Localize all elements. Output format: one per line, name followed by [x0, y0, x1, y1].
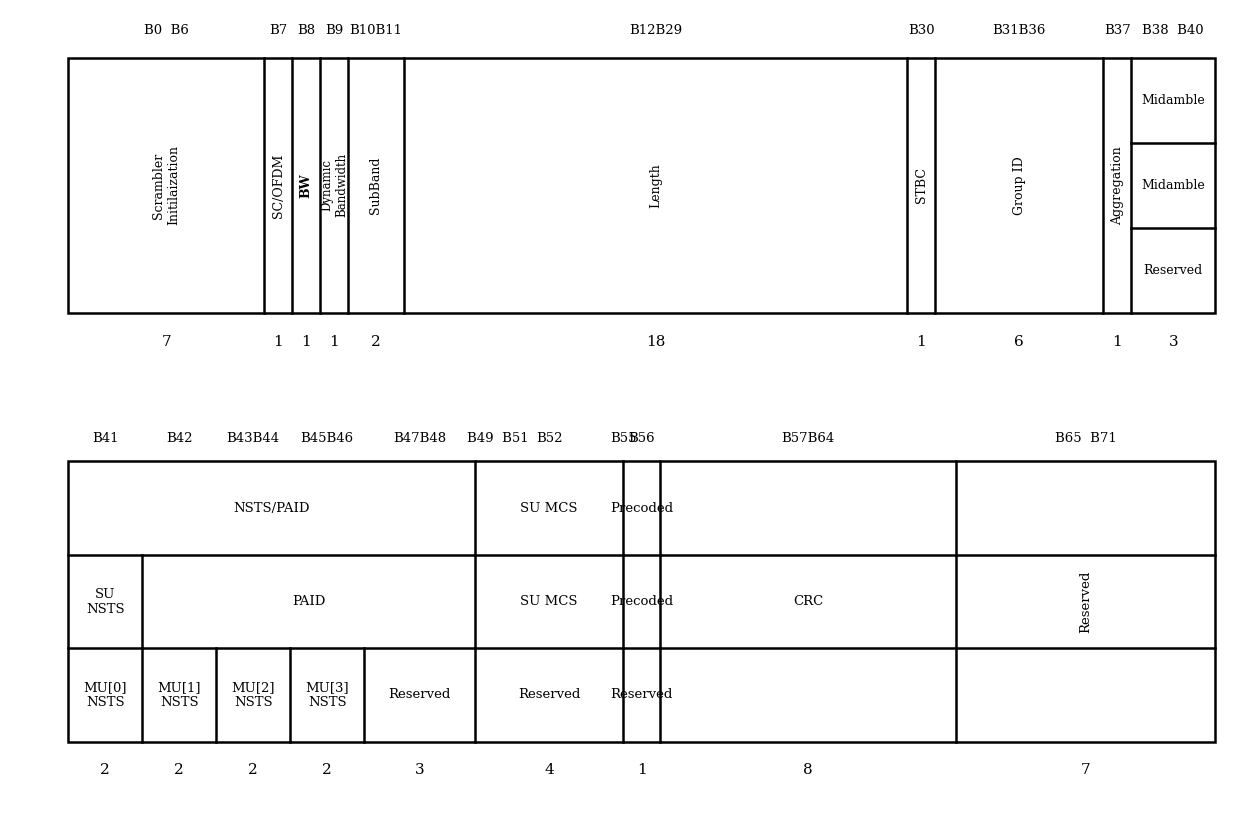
Text: 7: 7 — [161, 335, 171, 349]
Text: STBC: STBC — [915, 167, 928, 204]
Text: 1: 1 — [916, 335, 926, 349]
Text: 3: 3 — [415, 764, 424, 777]
Text: 2: 2 — [248, 764, 258, 777]
Text: Precoded: Precoded — [610, 595, 673, 608]
Bar — [68, 58, 1215, 313]
Text: SU
NSTS: SU NSTS — [86, 588, 124, 616]
Text: B10B11: B10B11 — [350, 24, 403, 37]
Text: NSTS/PAID: NSTS/PAID — [233, 502, 310, 515]
Text: 2: 2 — [100, 764, 110, 777]
Text: 1: 1 — [637, 764, 646, 777]
Text: B7: B7 — [269, 24, 288, 37]
Text: B0  B6: B0 B6 — [144, 24, 188, 37]
Text: B38  B40: B38 B40 — [1142, 24, 1204, 37]
Bar — [68, 461, 1215, 742]
Text: SC/OFDM: SC/OFDM — [272, 153, 284, 218]
Text: Reserved: Reserved — [518, 688, 580, 701]
Text: B52: B52 — [536, 432, 563, 445]
Text: B55: B55 — [610, 432, 636, 445]
Text: B45B46: B45B46 — [300, 432, 353, 445]
Text: 2: 2 — [175, 764, 184, 777]
Text: 8: 8 — [804, 764, 813, 777]
Text: Group ID: Group ID — [1013, 156, 1025, 215]
Text: 18: 18 — [646, 335, 666, 349]
Text: Reserved: Reserved — [388, 688, 451, 701]
Text: Reserved: Reserved — [1143, 264, 1203, 277]
Text: B56: B56 — [629, 432, 655, 445]
Text: B31B36: B31B36 — [993, 24, 1047, 37]
Text: MU[1]
NSTS: MU[1] NSTS — [157, 681, 201, 709]
Text: Scrambler
Initilaization: Scrambler Initilaization — [153, 145, 180, 226]
Text: B57B64: B57B64 — [781, 432, 835, 445]
Text: B49  B51: B49 B51 — [466, 432, 528, 445]
Text: B9: B9 — [325, 24, 343, 37]
Text: 3: 3 — [1168, 335, 1178, 349]
Text: B8: B8 — [296, 24, 315, 37]
Text: Precoded: Precoded — [610, 502, 673, 515]
Text: 1: 1 — [301, 335, 311, 349]
Text: B41: B41 — [92, 432, 119, 445]
Text: Aggregation: Aggregation — [1111, 146, 1123, 225]
Text: Midamble: Midamble — [1141, 94, 1205, 107]
Text: MU[0]
NSTS: MU[0] NSTS — [83, 681, 126, 709]
Text: 2: 2 — [371, 335, 381, 349]
Text: PAID: PAID — [291, 595, 325, 608]
Text: Length: Length — [650, 163, 662, 208]
Text: 7: 7 — [1081, 764, 1090, 777]
Text: Reserved: Reserved — [1079, 570, 1092, 633]
Text: BW: BW — [300, 173, 312, 198]
Text: SU MCS: SU MCS — [521, 502, 578, 515]
Text: 4: 4 — [544, 764, 554, 777]
Text: Reserved: Reserved — [610, 688, 673, 701]
Text: 1: 1 — [1112, 335, 1122, 349]
Text: Dynamic
Bandwidth: Dynamic Bandwidth — [320, 153, 348, 218]
Text: B47B48: B47B48 — [393, 432, 446, 445]
Text: SU MCS: SU MCS — [521, 595, 578, 608]
Text: CRC: CRC — [794, 595, 823, 608]
Text: 1: 1 — [329, 335, 339, 349]
Text: Midamble: Midamble — [1141, 179, 1205, 192]
Text: 1: 1 — [273, 335, 283, 349]
Text: 2: 2 — [322, 764, 332, 777]
Text: B30: B30 — [908, 24, 935, 37]
Text: MU[3]
NSTS: MU[3] NSTS — [305, 681, 348, 709]
Text: B12B29: B12B29 — [629, 24, 682, 37]
Text: MU[2]
NSTS: MU[2] NSTS — [232, 681, 275, 709]
Text: B42: B42 — [166, 432, 192, 445]
Text: SubBand: SubBand — [370, 157, 382, 214]
Text: B37: B37 — [1104, 24, 1131, 37]
Text: B65  B71: B65 B71 — [1055, 432, 1116, 445]
Text: 6: 6 — [1014, 335, 1024, 349]
Text: B43B44: B43B44 — [227, 432, 280, 445]
